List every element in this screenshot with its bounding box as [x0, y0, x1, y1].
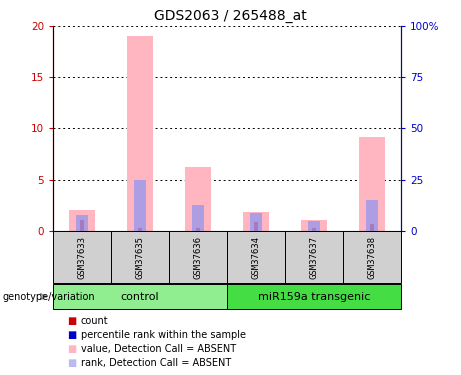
Text: percentile rank within the sample: percentile rank within the sample — [81, 330, 246, 340]
Text: ■: ■ — [67, 330, 76, 340]
Bar — [185, 167, 211, 231]
Bar — [196, 228, 200, 231]
Text: rank, Detection Call = ABSENT: rank, Detection Call = ABSENT — [81, 358, 231, 368]
Bar — [370, 225, 374, 231]
Bar — [111, 231, 169, 283]
Bar — [76, 215, 89, 231]
Bar — [301, 220, 327, 231]
Text: GSM37638: GSM37638 — [367, 236, 377, 279]
Text: ■: ■ — [67, 358, 76, 368]
Text: ■: ■ — [67, 316, 76, 326]
Text: GSM37637: GSM37637 — [309, 236, 319, 279]
Text: ■: ■ — [67, 344, 76, 354]
Bar — [138, 228, 142, 231]
Text: miR159a transgenic: miR159a transgenic — [258, 292, 370, 302]
Bar — [243, 212, 269, 231]
Bar — [343, 231, 401, 283]
Bar — [69, 210, 95, 231]
Text: control: control — [121, 292, 160, 302]
Text: GSM37633: GSM37633 — [77, 236, 87, 279]
Bar — [134, 180, 147, 231]
Bar — [307, 221, 320, 231]
Text: count: count — [81, 316, 108, 326]
Text: GSM37635: GSM37635 — [136, 236, 145, 279]
Bar — [359, 136, 385, 231]
Bar — [53, 284, 227, 309]
Bar — [80, 220, 84, 231]
Bar — [227, 231, 285, 283]
Bar — [250, 213, 262, 231]
Bar — [285, 231, 343, 283]
Bar — [127, 36, 153, 231]
Bar — [227, 284, 401, 309]
Bar — [312, 228, 316, 231]
Text: GDS2063 / 265488_at: GDS2063 / 265488_at — [154, 9, 307, 23]
Bar — [254, 222, 258, 231]
Bar — [53, 231, 111, 283]
Text: value, Detection Call = ABSENT: value, Detection Call = ABSENT — [81, 344, 236, 354]
Bar — [192, 205, 204, 231]
Text: GSM37634: GSM37634 — [252, 236, 260, 279]
Text: genotype/variation: genotype/variation — [2, 292, 95, 302]
Bar — [169, 231, 227, 283]
Bar — [366, 200, 378, 231]
Text: GSM37636: GSM37636 — [194, 236, 202, 279]
